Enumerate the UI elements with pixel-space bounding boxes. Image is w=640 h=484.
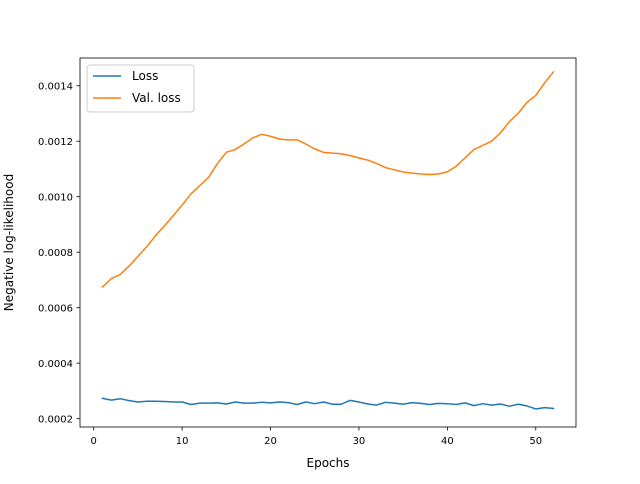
legend-label-0: Loss <box>132 69 158 83</box>
legend-entries: Loss Val. loss <box>93 69 181 105</box>
x-tick-label: 50 <box>529 436 542 447</box>
y-axis-ticks: 0.0002 0.0004 0.0006 0.0008 0.0010 0.0012 0.00… <box>38 81 80 425</box>
x-tick-label: 20 <box>264 436 277 447</box>
plot-area <box>80 58 576 427</box>
x-tick-label: 0 <box>91 436 97 447</box>
y-tick-label: 0.0008 <box>38 248 73 259</box>
y-tick-label: 0.0004 <box>38 359 73 370</box>
y-tick-label: 0.0002 <box>38 414 73 425</box>
x-tick-label: 30 <box>353 436 366 447</box>
series-line-0 <box>101 397 555 410</box>
y-tick-label: 0.0014 <box>38 81 73 92</box>
series-layer <box>101 70 555 410</box>
series-line-1 <box>101 70 555 288</box>
legend-label-1: Val. loss <box>132 91 181 105</box>
x-tick-label: 40 <box>441 436 454 447</box>
y-tick-label: 0.0006 <box>38 303 73 314</box>
legend: Loss Val. loss <box>86 64 195 113</box>
x-tick-label: 10 <box>176 436 189 447</box>
y-tick-label: 0.0012 <box>38 137 73 148</box>
x-axis-ticks: 0 10 20 30 40 50 <box>91 427 542 447</box>
y-tick-label: 0.0010 <box>38 192 73 203</box>
axes-layer <box>79 57 577 428</box>
x-axis-label: Epochs <box>307 456 350 470</box>
y-axis-label: Negative log-likelihood <box>2 174 16 311</box>
axes-frame <box>79 57 577 428</box>
